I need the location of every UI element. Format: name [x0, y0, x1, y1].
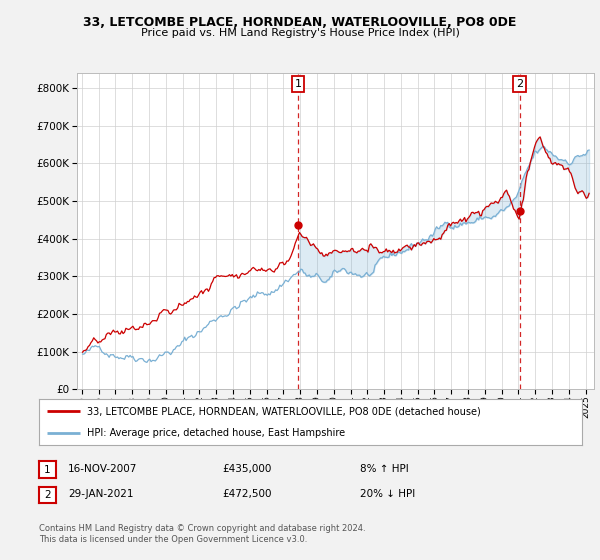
Text: 1: 1	[44, 465, 51, 475]
Text: £435,000: £435,000	[222, 464, 271, 474]
Text: 33, LETCOMBE PLACE, HORNDEAN, WATERLOOVILLE, PO8 0DE (detached house): 33, LETCOMBE PLACE, HORNDEAN, WATERLOOVI…	[87, 406, 481, 416]
Text: HPI: Average price, detached house, East Hampshire: HPI: Average price, detached house, East…	[87, 428, 345, 438]
Text: 8% ↑ HPI: 8% ↑ HPI	[360, 464, 409, 474]
Text: 2: 2	[44, 490, 51, 500]
Text: 29-JAN-2021: 29-JAN-2021	[68, 489, 133, 499]
Text: 1: 1	[295, 79, 302, 89]
Text: Contains HM Land Registry data © Crown copyright and database right 2024.
This d: Contains HM Land Registry data © Crown c…	[39, 524, 365, 544]
Text: 16-NOV-2007: 16-NOV-2007	[68, 464, 137, 474]
Text: 2: 2	[516, 79, 523, 89]
Text: Price paid vs. HM Land Registry's House Price Index (HPI): Price paid vs. HM Land Registry's House …	[140, 28, 460, 38]
Text: 20% ↓ HPI: 20% ↓ HPI	[360, 489, 415, 499]
Text: 33, LETCOMBE PLACE, HORNDEAN, WATERLOOVILLE, PO8 0DE: 33, LETCOMBE PLACE, HORNDEAN, WATERLOOVI…	[83, 16, 517, 29]
Text: £472,500: £472,500	[222, 489, 271, 499]
